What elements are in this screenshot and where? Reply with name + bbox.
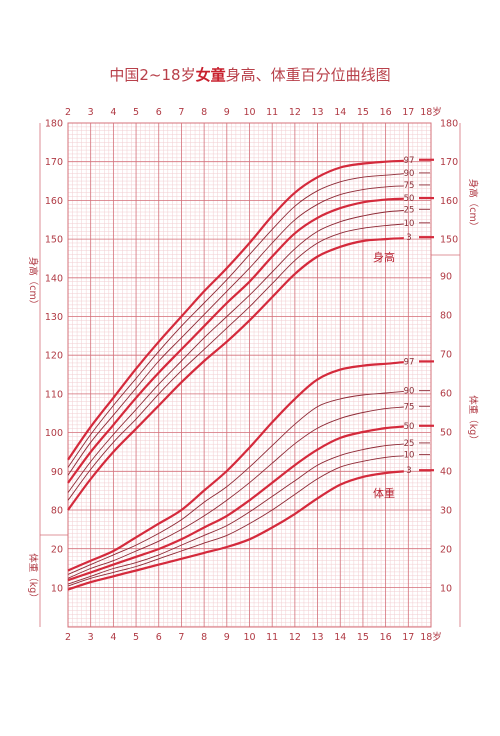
weight-label-p97: 97: [404, 357, 415, 367]
weight-curve-p97: [67, 361, 404, 572]
height-curve-p3: [67, 237, 404, 511]
percentile-curves: [67, 158, 434, 591]
age-tick-top: 16: [380, 107, 392, 118]
chart-title: 中国2~18岁女童身高、体重百分位曲线图: [109, 66, 390, 84]
age-tick-bottom: 17: [402, 632, 414, 643]
age-tick-top: 17: [402, 107, 414, 118]
weight-tick-right: 40: [440, 467, 452, 478]
weight-axis-label-left: 体重（kg）: [27, 553, 39, 603]
weight-label-p3: 3: [406, 466, 411, 476]
height-curve-p50: [67, 197, 404, 484]
weight-curve-p75: [67, 406, 404, 579]
weight-tick-right: 60: [440, 389, 452, 400]
weight-tick-right: 90: [440, 272, 452, 283]
weight-tick-right: 20: [440, 545, 452, 556]
height-tick-left: 100: [45, 428, 63, 439]
age-tick-top: 6: [156, 107, 162, 118]
height-label-p25: 25: [404, 205, 415, 215]
weight-tick-left: 10: [51, 584, 63, 595]
weight-label-p25: 25: [404, 439, 415, 449]
height-tick-left: 90: [51, 467, 63, 478]
weight-curve-p25: [67, 443, 404, 585]
height-tick-left: 80: [51, 506, 63, 517]
height-label-p97: 97: [404, 156, 415, 166]
height-tick-left: 170: [45, 157, 63, 168]
height-tick-right: 160: [440, 196, 458, 207]
age-tick-top: 7: [178, 107, 184, 118]
weight-tick-right: 30: [440, 506, 452, 517]
age-tick-top: 9: [224, 107, 230, 118]
height-label-p3: 3: [406, 233, 411, 243]
weight-axis-label-right: 体重（kg）: [467, 395, 479, 445]
age-tick-bottom: 4: [110, 632, 116, 643]
age-tick-top: 12: [289, 107, 301, 118]
height-group-label: 身高: [373, 250, 395, 264]
tick-labels: 2 2 3 3 4 4 5 5 6 6 7 7 8 8 9 9 10 10 11 11 12 12 13 13 14 14 15 15…: [45, 106, 458, 643]
weight-label-p50: 50: [404, 422, 415, 432]
height-curve-p75: [67, 185, 404, 476]
weight-tick-right: 80: [440, 311, 452, 322]
height-label-p10: 10: [404, 219, 415, 229]
height-curve-p10: [67, 223, 404, 501]
age-tick-top: 13: [312, 107, 324, 118]
age-tick-bottom: 6: [156, 632, 162, 643]
height-curve-p97: [67, 159, 404, 461]
weight-label-p10: 10: [404, 451, 415, 461]
height-curve-p25: [67, 210, 404, 493]
height-label-p75: 75: [404, 181, 415, 191]
height-tick-right: 170: [440, 157, 458, 168]
weight-label-p90: 90: [404, 387, 415, 397]
height-axis-label-left: 身高（cm）: [27, 257, 39, 309]
age-tick-bottom: 7: [178, 632, 184, 643]
weight-tick-left: 20: [51, 545, 63, 556]
age-tick-bottom: 15: [357, 632, 369, 643]
age-tick-top: 2: [65, 107, 71, 118]
age-tick-top: 18岁: [420, 106, 442, 118]
weight-tick-right: 50: [440, 428, 452, 439]
age-tick-bottom: 16: [380, 632, 392, 643]
height-tick-left: 110: [45, 389, 63, 400]
weight-curve-p50: [67, 425, 404, 582]
age-tick-bottom: 18岁: [420, 631, 442, 643]
height-axis-label-right: 身高（cm）: [467, 179, 479, 231]
weight-curve-p3: [67, 470, 404, 591]
age-tick-bottom: 12: [289, 632, 301, 643]
height-tick-left: 150: [45, 235, 63, 246]
age-tick-bottom: 2: [65, 632, 71, 643]
height-tick-right: 180: [440, 119, 458, 130]
age-tick-bottom: 10: [243, 632, 255, 643]
age-tick-bottom: 13: [312, 632, 324, 643]
age-tick-top: 15: [357, 107, 369, 118]
height-label-p50: 50: [404, 194, 415, 204]
age-tick-top: 11: [266, 107, 278, 118]
age-tick-bottom: 14: [334, 632, 346, 643]
height-tick-left: 180: [45, 119, 63, 130]
height-label-p90: 90: [404, 169, 415, 179]
height-tick-right: 150: [440, 235, 458, 246]
height-curve-p90: [67, 173, 404, 468]
age-tick-top: 4: [110, 107, 116, 118]
height-tick-left: 130: [45, 312, 63, 323]
age-tick-bottom: 3: [88, 632, 94, 643]
weight-label-p75: 75: [404, 402, 415, 412]
age-tick-bottom: 8: [201, 632, 207, 643]
age-tick-top: 3: [88, 107, 94, 118]
age-tick-top: 14: [334, 107, 346, 118]
weight-curve-p90: [67, 390, 404, 575]
height-tick-left: 120: [45, 351, 63, 362]
height-tick-left: 160: [45, 196, 63, 207]
weight-curve-p10: [67, 455, 404, 587]
weight-group-label: 体重: [373, 486, 395, 500]
height-tick-left: 140: [45, 273, 63, 284]
age-tick-bottom: 11: [266, 632, 278, 643]
age-tick-bottom: 9: [224, 632, 230, 643]
weight-tick-right: 10: [440, 584, 452, 595]
age-tick-bottom: 5: [133, 632, 139, 643]
age-tick-top: 8: [201, 107, 207, 118]
age-tick-top: 5: [133, 107, 139, 118]
weight-tick-right: 70: [440, 350, 452, 361]
age-tick-top: 10: [243, 107, 255, 118]
